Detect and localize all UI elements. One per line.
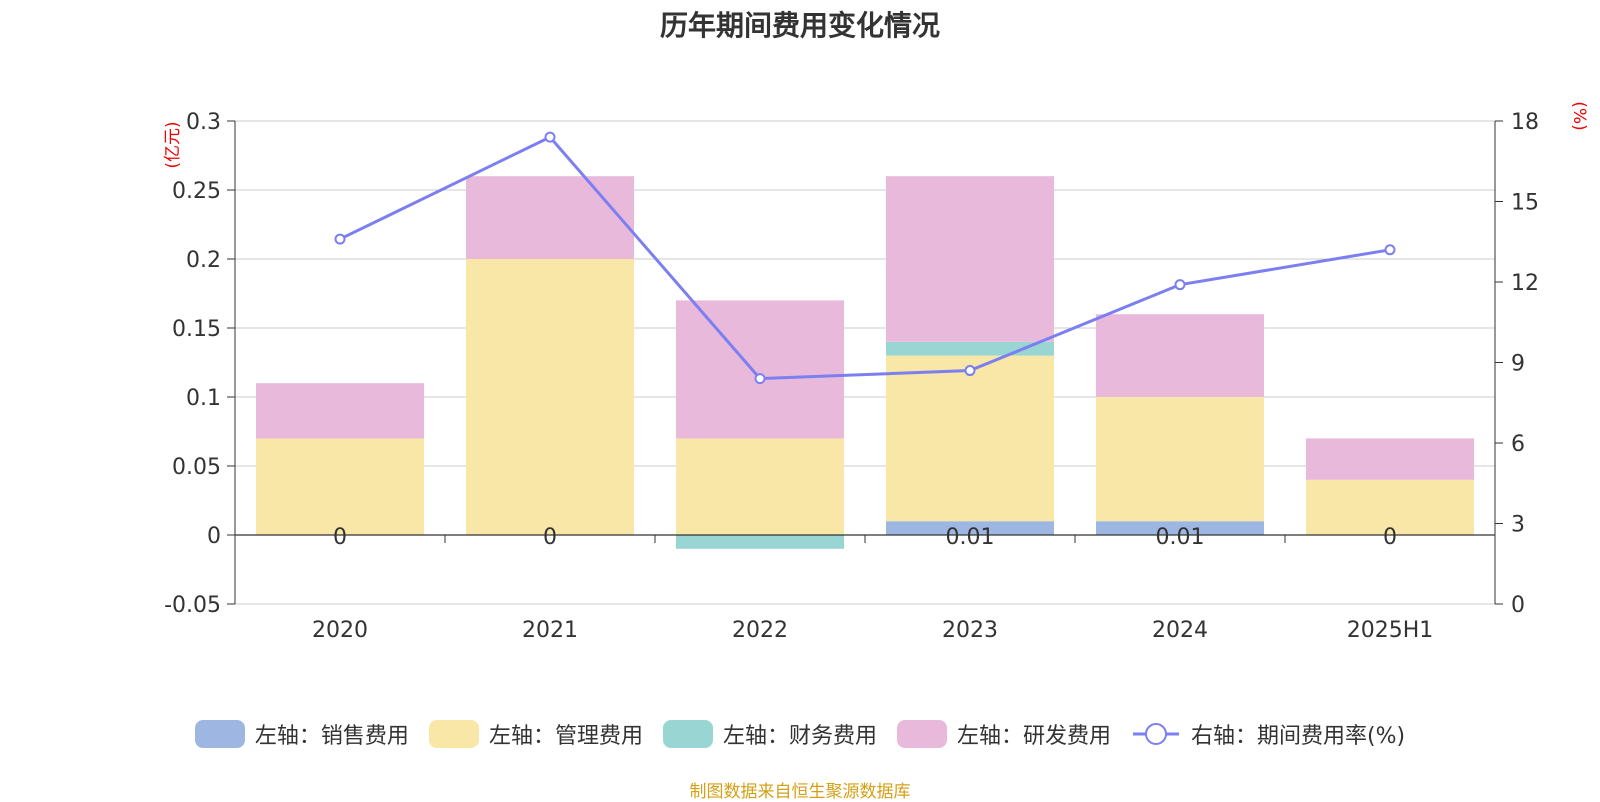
legend-item-2[interactable]: 左轴：财务费用 (662, 718, 877, 750)
legend-swatch (428, 720, 479, 748)
legend-item-0[interactable]: 左轴：销售费用 (194, 718, 409, 750)
line-point-2024 (1174, 279, 1186, 291)
bar-layer (256, 176, 1474, 549)
y-tick-label-right: 3 (1511, 513, 1525, 538)
data-label: 0 (333, 525, 347, 550)
legend-item-3[interactable]: 左轴：研发费用 (896, 718, 1111, 750)
y-tick-label-left: 0.2 (186, 248, 221, 273)
y-tick-label-right: 0 (1511, 593, 1525, 618)
line-point-2020 (334, 233, 346, 245)
y-tick-label-right: 15 (1511, 191, 1539, 216)
bar-2024-series-0 (1096, 521, 1264, 535)
legend-swatch (662, 720, 713, 748)
legend-swatch (194, 720, 245, 748)
legend-item-1[interactable]: 左轴：管理费用 (428, 718, 643, 750)
legend-label: 左轴：销售费用 (254, 724, 409, 749)
y-axis-label-left: (亿元) (163, 121, 183, 168)
legend-swatch (896, 720, 947, 748)
data-label: 0 (1383, 525, 1397, 550)
y-tick-label-right: 12 (1511, 271, 1539, 296)
bar-2022-series-2 (676, 535, 844, 549)
x-tick-label: 2022 (732, 618, 788, 643)
bar-2021-series-1 (466, 259, 634, 535)
bar-2023-series-0 (886, 521, 1054, 535)
bar-2023-series-3 (886, 176, 1054, 342)
data-label: 0.01 (946, 525, 995, 550)
y-tick-label-left: 0.25 (172, 179, 221, 204)
legend-label: 右轴：期间费用率(%) (1190, 724, 1406, 749)
data-labels: 0 0 0.01 0.01 0 (333, 525, 1397, 550)
bar-2025H1-series-1 (1306, 479, 1474, 535)
line-point-2023 (964, 365, 976, 377)
line-point-2022 (754, 373, 766, 385)
y-tick-label-right: 6 (1511, 432, 1525, 457)
y-axis-label-right: (%) (1569, 101, 1589, 130)
data-label: 0 (543, 525, 557, 550)
y-tick-label-left: 0 (207, 524, 221, 549)
bar-2022-series-1 (676, 438, 844, 535)
x-tick-label: 2023 (942, 618, 998, 643)
line-point-2025H1 (1384, 244, 1396, 256)
y-tick-label-left: 0.3 (186, 110, 221, 135)
legend-label: 左轴：研发费用 (956, 724, 1111, 749)
bar-2020-series-3 (256, 383, 424, 439)
line-layer (334, 131, 1396, 385)
bar-2023-series-2 (886, 341, 1054, 356)
line-point-2021 (544, 131, 556, 143)
chart-title: 历年期间费用变化情况 (659, 9, 940, 42)
legend-label: 左轴：管理费用 (488, 724, 643, 749)
legend-label: 左轴：财务费用 (722, 724, 877, 749)
data-label: 0.01 (1156, 525, 1205, 550)
y-tick-label-right: 18 (1511, 110, 1539, 135)
line-series-0 (339, 135, 1391, 381)
y-tick-label-left: 0.05 (172, 455, 221, 480)
bar-2021-series-3 (466, 176, 634, 259)
bar-2022-series-3 (676, 300, 844, 439)
y-tick-label-right: 9 (1511, 352, 1525, 377)
bar-2020-series-1 (256, 438, 424, 535)
x-tick-label: 2020 (312, 618, 368, 643)
x-tick-label: 2025H1 (1347, 618, 1434, 643)
bar-2023-series-1 (886, 355, 1054, 522)
y-tick-label-left: 0.15 (172, 317, 221, 342)
y-tick-label-left: 0.1 (186, 386, 221, 411)
legend: 左轴：销售费用 左轴：管理费用 左轴：财务费用 左轴：研发费用 右轴：期间费用率(%) (0, 718, 1600, 750)
source-note: 制图数据来自恒生聚源数据库 (689, 782, 911, 802)
x-tick-label: 2021 (522, 618, 578, 643)
y-tick-label-left: -0.05 (164, 593, 221, 618)
legend-line-marker (1132, 723, 1179, 745)
axes: -0.05 0 0.05 0.1 0.15 0.2 0.25 0.3 0 3 6 9 12 15 18 202… (164, 110, 1539, 643)
legend-item-4[interactable]: 右轴：期间费用率(%) (1131, 718, 1405, 750)
bar-2024-series-3 (1096, 314, 1264, 397)
bar-2025H1-series-3 (1306, 438, 1474, 480)
bar-2024-series-1 (1096, 397, 1264, 522)
x-tick-label: 2024 (1152, 618, 1208, 643)
